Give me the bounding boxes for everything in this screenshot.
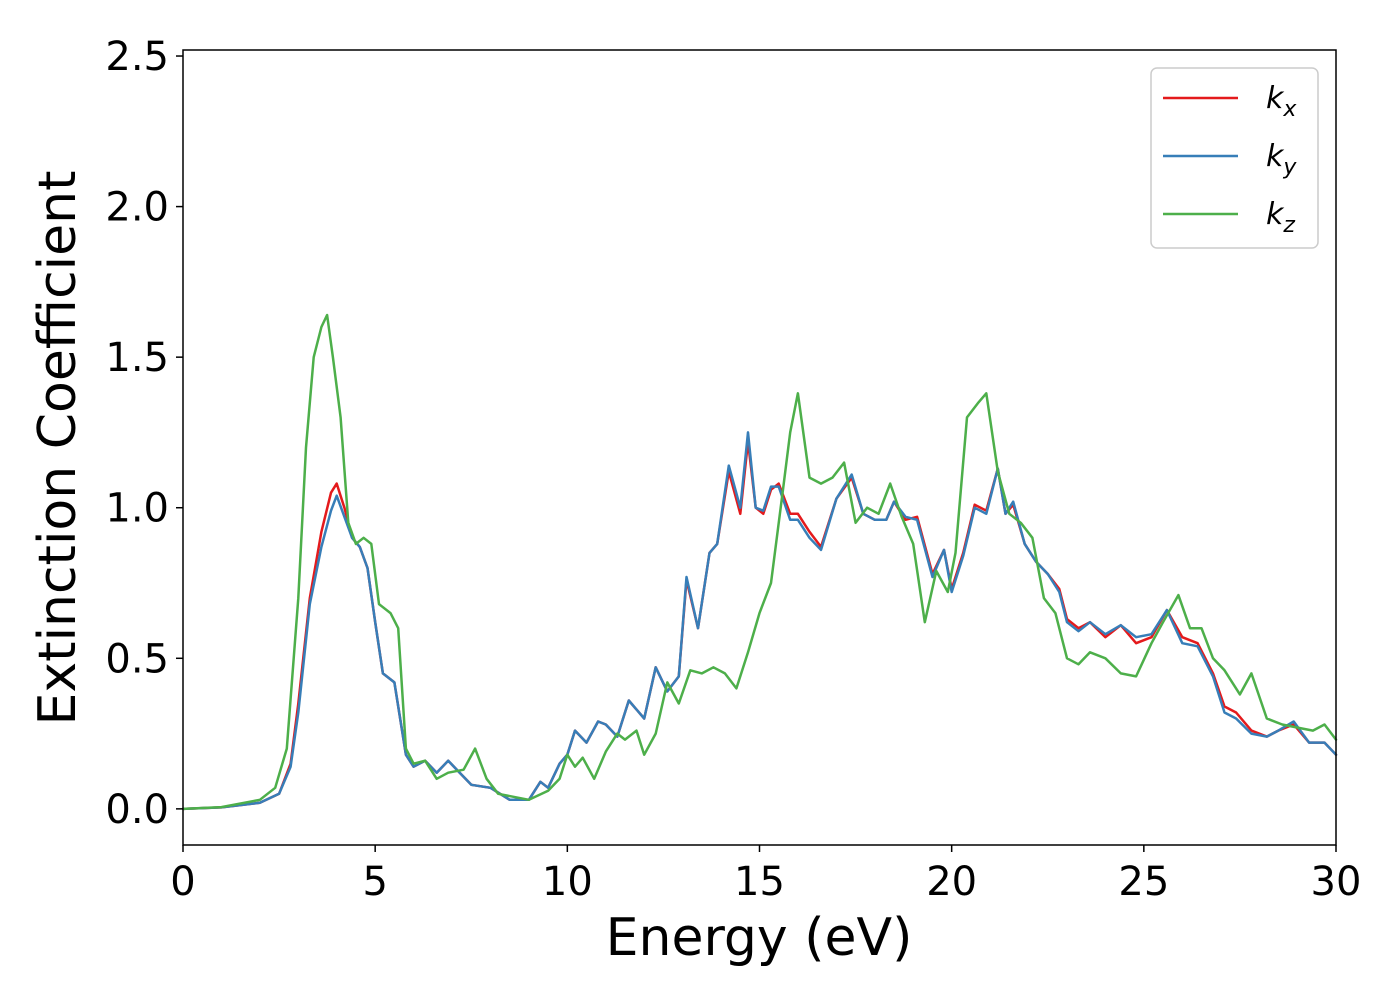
series-line-kz bbox=[181, 313, 1338, 811]
x-tick-label: 30 bbox=[1311, 859, 1362, 905]
y-tick-label: 1.5 bbox=[105, 335, 169, 381]
y-tick-label: 2.5 bbox=[105, 34, 169, 80]
y-tick-label: 1.0 bbox=[105, 486, 169, 532]
series-layer bbox=[181, 313, 1338, 811]
x-axis: 0 5 10 15 20 25 30 bbox=[170, 845, 1361, 905]
x-axis-title: Energy (eV) bbox=[606, 908, 913, 968]
x-tick-label: 25 bbox=[1118, 859, 1169, 905]
x-tick-label: 20 bbox=[926, 859, 977, 905]
y-axis-title: Extinction Coefficient bbox=[28, 171, 88, 726]
series-line-ky bbox=[181, 431, 1338, 811]
x-tick-label: 5 bbox=[362, 859, 387, 905]
y-tick-label: 0.0 bbox=[105, 787, 169, 833]
y-axis: 0.0 0.5 1.0 1.5 2.0 2.5 bbox=[105, 34, 183, 833]
x-tick-label: 0 bbox=[170, 859, 195, 905]
legend-label-kz: kz bbox=[1266, 197, 1295, 238]
x-tick-label: 15 bbox=[734, 859, 785, 905]
plot-area bbox=[183, 50, 1336, 845]
legend-box bbox=[1150, 67, 1319, 249]
y-tick-label: 2.0 bbox=[105, 185, 169, 231]
x-tick-label: 10 bbox=[542, 859, 593, 905]
legend-label-ky: ky bbox=[1266, 139, 1297, 180]
legend: kx ky kz bbox=[1150, 67, 1319, 249]
y-tick-label: 0.5 bbox=[105, 636, 169, 682]
legend-label-kx: kx bbox=[1266, 81, 1297, 122]
